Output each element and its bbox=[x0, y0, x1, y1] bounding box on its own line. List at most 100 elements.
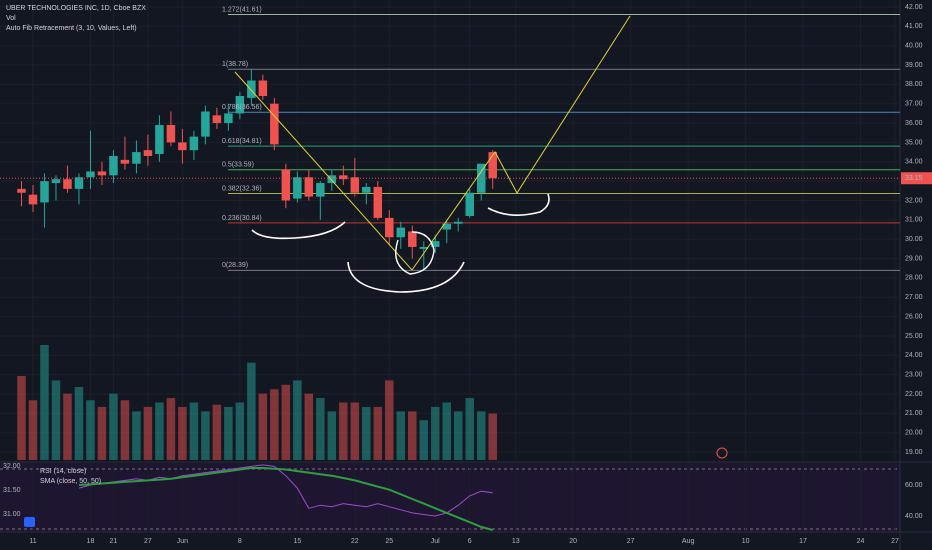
time-tick-label: 24 bbox=[857, 538, 865, 545]
candle-body bbox=[74, 177, 84, 189]
price-tick-label: 23.00 bbox=[905, 372, 923, 379]
price-tick-label: 21.00 bbox=[905, 410, 923, 417]
price-tick-label: 35.00 bbox=[905, 139, 923, 146]
candle-body bbox=[201, 111, 210, 137]
volume-bar bbox=[224, 406, 233, 460]
volume-bar bbox=[442, 402, 452, 460]
candle-body bbox=[155, 125, 164, 155]
time-tick-label: Jun bbox=[177, 538, 188, 545]
candle-body bbox=[339, 175, 348, 180]
candle-body bbox=[373, 186, 383, 218]
volume-bar bbox=[488, 413, 497, 460]
time-tick-label: Aug bbox=[682, 538, 695, 545]
volume-bar bbox=[109, 393, 118, 460]
volume-bar bbox=[201, 411, 210, 460]
volume-bar bbox=[143, 406, 153, 460]
candle-body bbox=[86, 171, 95, 178]
fib-label: 0.236(30.84) bbox=[222, 215, 262, 222]
price-tick-label: 25.00 bbox=[905, 333, 923, 340]
hand-drawn-curve bbox=[347, 261, 465, 293]
time-tick-label: 17 bbox=[799, 538, 807, 545]
hand-drawn-curve bbox=[487, 193, 550, 216]
price-tick-label: 40.00 bbox=[905, 43, 923, 50]
volume-bar bbox=[304, 393, 314, 460]
volume-bar bbox=[476, 411, 486, 460]
volume-bar bbox=[166, 398, 176, 460]
fib-label: 0.382(32.36) bbox=[222, 185, 262, 192]
candle-body bbox=[419, 246, 429, 249]
time-tick-label: 10 bbox=[742, 538, 750, 545]
volume-bar bbox=[454, 411, 463, 460]
candle-body bbox=[442, 223, 452, 230]
price-tick-label: 38.00 bbox=[905, 81, 923, 88]
volume-bar bbox=[385, 380, 394, 460]
time-tick-label: 6 bbox=[468, 538, 472, 545]
volume-bar bbox=[212, 404, 222, 460]
candle-body bbox=[17, 188, 26, 193]
candle-body bbox=[270, 103, 279, 145]
candle-body bbox=[212, 115, 222, 124]
volume-bar bbox=[293, 380, 302, 460]
price-tick-label: 28.00 bbox=[905, 275, 923, 282]
candle-body bbox=[178, 142, 187, 151]
time-tick-label: 22 bbox=[351, 538, 359, 545]
candle-body bbox=[235, 95, 245, 114]
volume-bar bbox=[327, 411, 337, 460]
volume-bar bbox=[178, 406, 187, 460]
volume-bar bbox=[40, 345, 49, 460]
price-tick-label: 36.00 bbox=[905, 120, 923, 127]
volume-bar bbox=[373, 406, 383, 460]
volume-bar bbox=[270, 389, 279, 460]
volume-bar bbox=[339, 402, 348, 460]
time-tick-label: 25 bbox=[385, 538, 393, 545]
time-tick-label: 18 bbox=[87, 538, 95, 545]
time-tick-label: 27 bbox=[891, 538, 899, 545]
rsi-left-tick-label: 32.00 bbox=[3, 463, 21, 470]
earnings-marker[interactable] bbox=[716, 447, 728, 459]
last-price-tag bbox=[901, 172, 932, 185]
time-tick-label: 13 bbox=[512, 538, 520, 545]
volume-bar bbox=[247, 362, 256, 460]
volume-bar bbox=[408, 411, 417, 460]
candle-body bbox=[350, 177, 360, 193]
fib-label: 0.786(36.56) bbox=[222, 104, 262, 111]
volume-bar bbox=[28, 400, 38, 460]
logo-icon bbox=[24, 517, 35, 527]
fib-label: 0(28.39) bbox=[222, 262, 248, 269]
rsi-pane bbox=[0, 463, 900, 532]
candle-body bbox=[109, 155, 118, 176]
candle-body bbox=[40, 181, 49, 203]
hand-drawn-circle bbox=[395, 231, 435, 275]
volume-bar bbox=[74, 387, 84, 460]
volume-bar bbox=[63, 393, 72, 460]
candle-body bbox=[431, 241, 440, 247]
price-tick-label: 20.00 bbox=[905, 430, 923, 437]
candle-body bbox=[327, 175, 337, 184]
volume-bar bbox=[281, 384, 291, 460]
candle-body bbox=[51, 179, 61, 184]
volume-bar bbox=[431, 406, 440, 460]
rsi-tick-label: 60.00 bbox=[905, 482, 923, 489]
time-tick-label: 15 bbox=[293, 538, 301, 545]
sma-legend: SMA (close, 50, 50) bbox=[40, 478, 101, 485]
price-tick-label: 27.00 bbox=[905, 294, 923, 301]
rsi-left-tick-label: 31.00 bbox=[3, 511, 21, 518]
volume-bar bbox=[396, 411, 406, 460]
candle-body bbox=[28, 194, 38, 205]
candle-body bbox=[362, 186, 371, 193]
volume-bar bbox=[86, 400, 95, 460]
fib-indicator-label: Auto Fib Retracement (3, 10, Values, Lef… bbox=[6, 25, 137, 32]
candle-body bbox=[63, 179, 72, 189]
candle-body bbox=[454, 221, 463, 224]
volume-bar bbox=[362, 406, 371, 460]
time-tick-label: 21 bbox=[110, 538, 118, 545]
candle-body bbox=[281, 169, 291, 201]
candle-body bbox=[316, 183, 325, 197]
volume-bar bbox=[132, 411, 141, 460]
last-price-label: 33.15 bbox=[905, 175, 923, 182]
volume-bar bbox=[419, 420, 429, 460]
volume-bar bbox=[316, 398, 325, 460]
price-tick-label: 19.00 bbox=[905, 449, 923, 456]
candle-body bbox=[132, 152, 141, 164]
volume-bar bbox=[155, 402, 164, 460]
